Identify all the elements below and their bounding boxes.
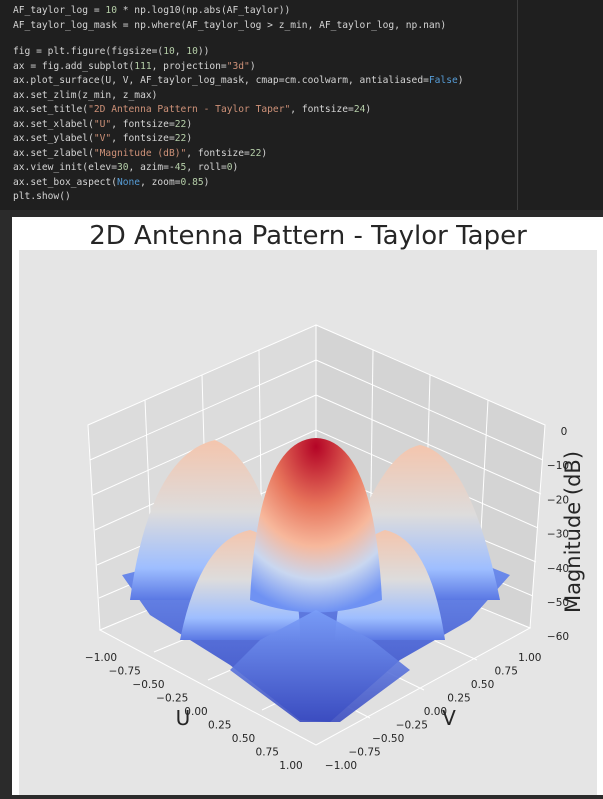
- y-tick-label: 0.50: [471, 679, 494, 691]
- x-tick-label: 0.00: [184, 706, 207, 718]
- code-line: ax = fig.add_subplot(111, projection="3d…: [13, 60, 256, 72]
- x-tick-label: −1.00: [85, 652, 117, 664]
- y-tick-label: −1.00: [325, 760, 357, 772]
- code-line: AF_taylor_log_mask = np.where(AF_taylor_…: [13, 19, 447, 31]
- code-block: AF_taylor_log = 10 * np.log10(np.abs(AF_…: [13, 4, 446, 33]
- code-line: ax.view_init(elev=30, azim=-45, roll=0): [13, 162, 239, 173]
- z-tick-label: −60: [547, 631, 569, 643]
- z-tick-label: −20: [547, 494, 569, 506]
- y-tick-label: −0.75: [349, 747, 381, 759]
- cell-divider: [517, 0, 518, 210]
- y-tick-label: 0.75: [495, 666, 518, 678]
- code-block: fig = plt.figure(figsize=(10, 10)) ax = …: [13, 45, 464, 205]
- x-tick-label: 0.25: [208, 720, 231, 732]
- code-line: ax.set_title("2D Antenna Pattern - Taylo…: [13, 104, 372, 115]
- axis-label: Magnitude (dB): [561, 451, 585, 613]
- code-line: ax.set_box_aspect(None, zoom=0.85): [13, 176, 210, 188]
- z-tick-label: −40: [547, 563, 569, 575]
- z-tick-label: −50: [547, 597, 569, 609]
- z-tick-label: 0: [561, 426, 568, 438]
- x-tick-label: −0.25: [156, 693, 188, 705]
- code-line: ax.set_xlabel("U", fontsize=22): [13, 118, 193, 130]
- code-line: ax.plot_surface(U, V, AF_taylor_log_mask…: [13, 75, 464, 86]
- z-tick-label: −30: [547, 529, 569, 541]
- surface-main-lobe: [250, 438, 382, 613]
- figure: 2D Antenna Pattern - Taylor Taper −1.00−…: [19, 221, 597, 795]
- x-tick-label: −0.75: [109, 666, 141, 678]
- x-tick-label: 0.75: [256, 747, 279, 759]
- code-line: ax.set_zlabel("Magnitude (dB)", fontsize…: [13, 147, 268, 159]
- x-tick-label: 1.00: [279, 760, 302, 772]
- axis-label: V: [442, 706, 456, 730]
- code-line: fig = plt.figure(figsize=(10, 10)): [13, 46, 210, 57]
- code-line: AF_taylor_log = 10 * np.log10(np.abs(AF_…: [13, 5, 291, 16]
- y-tick-label: 0.00: [424, 706, 447, 718]
- z-tick-label: −10: [547, 460, 569, 472]
- code-line: plt.show(): [13, 191, 71, 202]
- surface-floor: [230, 610, 410, 722]
- y-tick-label: 1.00: [518, 652, 541, 664]
- axis-label: U: [176, 706, 191, 730]
- code-line: ax.set_ylabel("V", fontsize=22): [13, 133, 193, 144]
- code-line: ax.set_zlim(z_min, z_max): [13, 89, 158, 101]
- code-cell: AF_taylor_log = 10 * np.log10(np.abs(AF_…: [0, 0, 603, 210]
- x-tick-label: 0.50: [232, 733, 255, 745]
- y-tick-label: 0.25: [447, 693, 470, 705]
- figure-title: 2D Antenna Pattern - Taylor Taper: [89, 221, 527, 251]
- y-tick-label: −0.25: [396, 720, 428, 732]
- output-cell: 2D Antenna Pattern - Taylor Taper −1.00−…: [12, 217, 603, 795]
- y-tick-label: −0.50: [372, 733, 404, 745]
- x-tick-label: −0.50: [132, 679, 164, 691]
